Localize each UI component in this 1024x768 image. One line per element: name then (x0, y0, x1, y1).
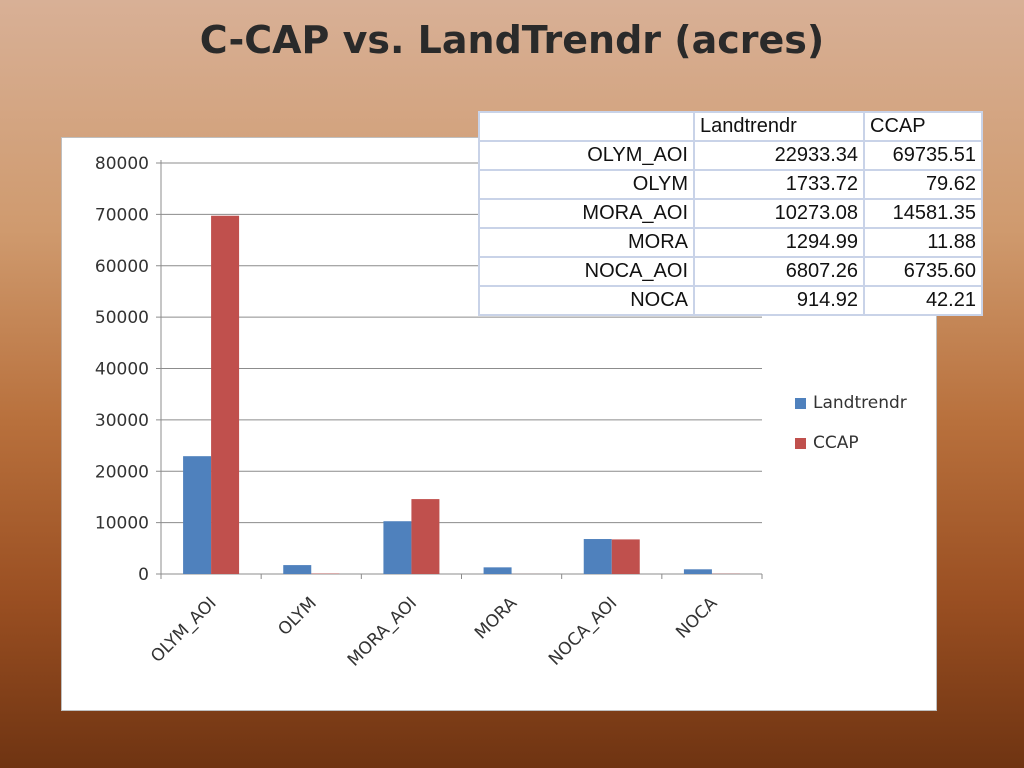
bar-landtrendr (283, 565, 312, 574)
data-table: Landtrendr CCAP OLYM_AOI 22933.34 69735.… (478, 111, 983, 316)
bar-landtrendr (483, 567, 512, 574)
legend-item-landtrendr: Landtrendr (795, 392, 907, 414)
x-tick-label: NOCA_AOI (545, 593, 621, 669)
y-tick-label: 0 (138, 565, 149, 585)
y-tick-label: 30000 (95, 411, 149, 431)
table-cell-landtrendr: 6807.26 (693, 256, 865, 287)
table-cell-landtrendr: 1733.72 (693, 169, 865, 200)
table-cell-ccap: 42.21 (863, 285, 983, 316)
y-tick-label: 20000 (95, 462, 149, 482)
y-tick-label: 50000 (95, 308, 149, 328)
bar-landtrendr (383, 521, 412, 574)
chart-legend: Landtrendr CCAP (795, 392, 907, 472)
table-header-row: Landtrendr CCAP (478, 111, 983, 142)
table-cell-ccap: 6735.60 (863, 256, 983, 287)
table-cell-site: NOCA_AOI (478, 256, 695, 287)
bar-landtrendr (183, 456, 212, 574)
table-cell-landtrendr: 22933.34 (693, 140, 865, 171)
bar-chart: 0 10000 20000 30000 40000 50000 60000 70000 8000… (95, 154, 763, 670)
table-cell-ccap: 79.62 (863, 169, 983, 200)
bar-landtrendr (583, 539, 612, 574)
table-row: MORA_AOI 10273.08 14581.35 (478, 198, 983, 229)
bar-ccap (611, 539, 640, 574)
y-tick-label: 60000 (95, 257, 149, 277)
table-cell-site: OLYM (478, 169, 695, 200)
x-tick-label: OLYM (274, 593, 320, 639)
table-cell-ccap: 69735.51 (863, 140, 983, 171)
y-tick-label: 70000 (95, 205, 149, 225)
table-cell-site: OLYM_AOI (478, 140, 695, 171)
table-cell-site: MORA (478, 227, 695, 258)
table-row: NOCA 914.92 42.21 (478, 285, 983, 316)
table-cell-landtrendr: 10273.08 (693, 198, 865, 229)
legend-swatch-ccap (795, 437, 806, 449)
table-cell-ccap: 11.88 (863, 227, 983, 258)
slide-title: C-CAP vs. LandTrendr (acres) (199, 18, 825, 62)
y-tick-label: 10000 (95, 514, 149, 534)
bar-ccap (411, 499, 440, 574)
y-tick-label: 80000 (95, 154, 149, 174)
table-header-cell: Landtrendr (693, 111, 865, 142)
bar-ccap (211, 215, 240, 574)
legend-swatch-landtrendr (795, 397, 806, 409)
x-tick-label: NOCA (672, 593, 721, 642)
table-cell-landtrendr: 1294.99 (693, 227, 865, 258)
table-cell-landtrendr: 914.92 (693, 285, 865, 316)
table-row: MORA 1294.99 11.88 (478, 227, 983, 258)
table-row: NOCA_AOI 6807.26 6735.60 (478, 256, 983, 287)
legend-label-landtrendr: Landtrendr (813, 393, 907, 413)
table-header-cell (478, 111, 695, 142)
legend-label-ccap: CCAP (813, 433, 859, 453)
table-cell-site: MORA_AOI (478, 198, 695, 229)
table-cell-site: NOCA (478, 285, 695, 316)
y-tick-label: 40000 (95, 360, 149, 380)
table-row: OLYM 1733.72 79.62 (478, 169, 983, 200)
x-tick-label: MORA (471, 593, 521, 643)
legend-item-ccap: CCAP (795, 432, 907, 454)
bar-landtrendr (683, 569, 712, 574)
x-tick-label: OLYM_AOI (147, 593, 220, 666)
table-row: OLYM_AOI 22933.34 69735.51 (478, 140, 983, 171)
table-cell-ccap: 14581.35 (863, 198, 983, 229)
table-header-cell: CCAP (863, 111, 983, 142)
x-tick-label: MORA_AOI (344, 593, 421, 670)
